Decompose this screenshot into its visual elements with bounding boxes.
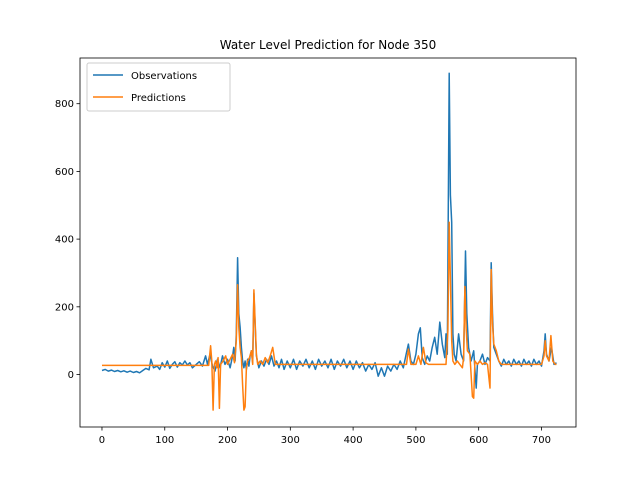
legend-label-predictions: Predictions xyxy=(131,93,186,104)
y-tick-label: 400 xyxy=(55,235,74,246)
y-tick-label: 600 xyxy=(55,167,74,178)
x-axis-ticks: 0 100 200 300 400 500 600 700 xyxy=(99,427,551,446)
x-tick-label: 700 xyxy=(532,435,551,446)
series-line-predictions xyxy=(102,221,557,411)
x-tick-label: 600 xyxy=(469,435,488,446)
series-layer xyxy=(101,72,557,411)
x-tick-label: 500 xyxy=(406,435,425,446)
x-tick-label: 200 xyxy=(218,435,237,446)
x-tick-label: 0 xyxy=(99,435,105,446)
y-tick-label: 800 xyxy=(55,99,74,110)
plot-area: 0 100 200 300 400 500 600 700 0 200 400 600 800 xyxy=(55,57,577,446)
y-axis-ticks: 0 200 400 600 800 xyxy=(55,99,80,381)
y-tick-label: 0 xyxy=(68,370,74,381)
chart-title: Water Level Prediction for Node 350 xyxy=(220,38,437,52)
x-tick-label: 300 xyxy=(281,435,300,446)
legend: Observations Predictions xyxy=(86,62,231,112)
x-tick-label: 400 xyxy=(344,435,363,446)
legend-label-observations: Observations xyxy=(131,71,197,82)
y-tick-label: 200 xyxy=(55,302,74,313)
axes-frame xyxy=(79,57,577,428)
x-tick-label: 100 xyxy=(155,435,174,446)
